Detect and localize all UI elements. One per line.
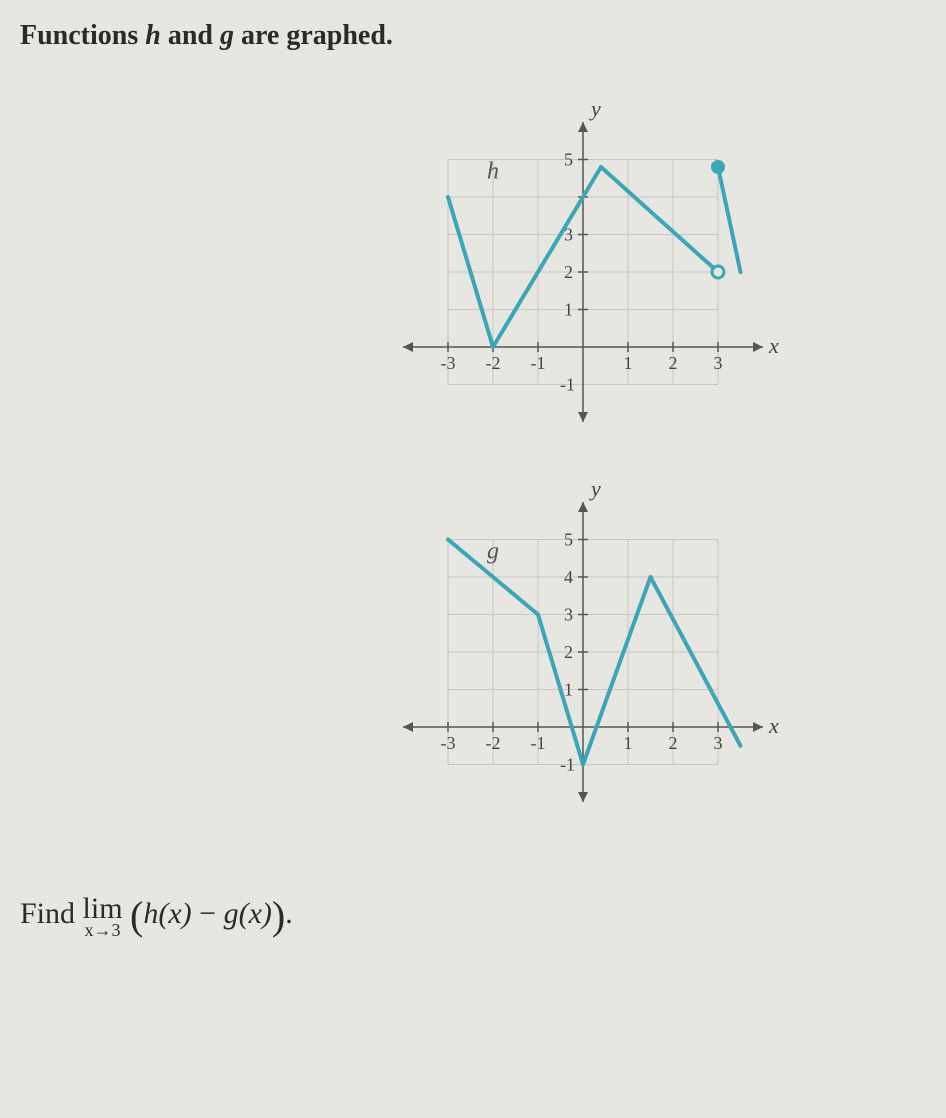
svg-text:2: 2 (669, 353, 678, 373)
svg-text:-1: -1 (560, 375, 575, 395)
period: . (285, 897, 293, 930)
svg-text:2: 2 (669, 733, 678, 753)
chart-g: -3 -2 -1 1 2 3 1 2 3 4 5 -1 x y g (373, 472, 793, 832)
prompt-prefix: Functions (20, 20, 145, 51)
svg-text:3: 3 (714, 733, 723, 753)
svg-text:-1: -1 (531, 733, 546, 753)
fn-g: g (224, 897, 239, 930)
svg-text:h: h (487, 158, 499, 184)
svg-text:4: 4 (564, 567, 573, 587)
svg-text:5: 5 (564, 530, 573, 550)
svg-text:1: 1 (564, 680, 573, 700)
big-close-paren: ) (272, 893, 285, 938)
charts-container: -3 -2 -1 1 2 3 1 2 3 5 -1 x y h -3 -2 -1 1 2 3 1 2 3 4 5 -1 x y g (240, 92, 926, 832)
limit-top: lim (83, 895, 123, 922)
svg-text:x: x (768, 333, 779, 358)
minus: − (192, 897, 224, 930)
svg-text:x: x (768, 713, 779, 738)
chart-h: -3-2-11231235-1xyh (373, 92, 793, 452)
svg-text:y: y (589, 96, 601, 121)
paren2: (x) (239, 897, 272, 930)
question-prefix: Find (20, 897, 83, 930)
paren1: (x) (158, 897, 191, 930)
svg-text:3: 3 (714, 353, 723, 373)
prompt-var-g: g (220, 20, 234, 51)
svg-text:-3: -3 (441, 733, 456, 753)
svg-text:y: y (589, 476, 601, 501)
svg-text:2: 2 (564, 642, 573, 662)
svg-text:-2: -2 (486, 353, 501, 373)
svg-text:-2: -2 (486, 733, 501, 753)
svg-text:1: 1 (624, 353, 633, 373)
fn-h: h (143, 897, 158, 930)
prompt-var-h: h (145, 20, 161, 51)
svg-text:g: g (487, 538, 499, 564)
prompt-mid: and (161, 20, 220, 51)
svg-text:1: 1 (564, 300, 573, 320)
svg-text:2: 2 (564, 262, 573, 282)
prompt-suffix: are graphed. (234, 20, 393, 51)
question-text: Find limx→3 (h(x) − g(x)). (20, 892, 926, 939)
prompt-text: Functions h and g are graphed. (20, 20, 926, 52)
svg-text:5: 5 (564, 150, 573, 170)
svg-text:1: 1 (624, 733, 633, 753)
limit-notation: limx→3 (83, 895, 123, 938)
svg-text:-1: -1 (560, 755, 575, 775)
limit-bottom: x→3 (83, 922, 123, 938)
svg-text:3: 3 (564, 605, 573, 625)
svg-text:-3: -3 (441, 353, 456, 373)
big-open-paren: ( (130, 893, 143, 938)
svg-text:-1: -1 (531, 353, 546, 373)
